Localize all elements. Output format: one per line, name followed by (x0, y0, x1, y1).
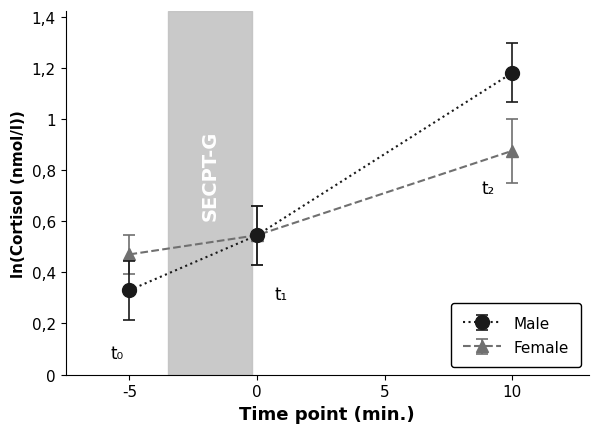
Bar (168, 12, 252, 375)
Text: SECPT-G: SECPT-G (200, 131, 220, 221)
Y-axis label: ln(Cortisol (nmol/l)): ln(Cortisol (nmol/l)) (11, 110, 26, 277)
Legend: Male, Female: Male, Female (451, 304, 581, 367)
Text: t₂: t₂ (482, 180, 495, 197)
Text: t₀: t₀ (110, 344, 124, 362)
Text: t₁: t₁ (275, 286, 288, 303)
X-axis label: Time point (min.): Time point (min.) (239, 405, 415, 423)
